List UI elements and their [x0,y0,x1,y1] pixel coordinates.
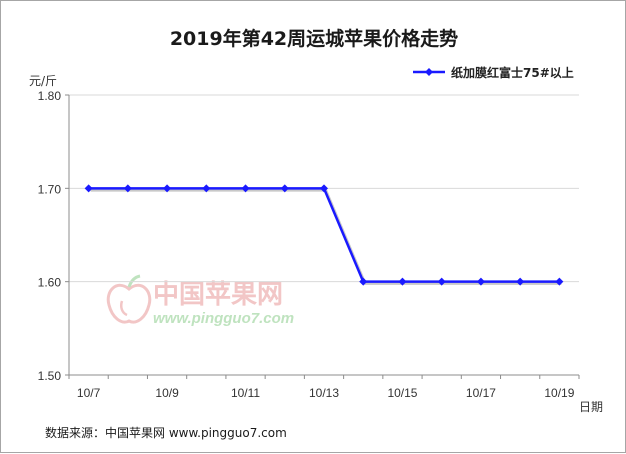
x-tick-label: 10/7 [77,386,101,400]
data-point-marker [555,277,564,286]
data-point-marker [398,277,407,286]
y-tick-label: 1.60 [38,276,62,290]
data-point-marker [123,184,132,193]
chart-title: 2019年第42周运城苹果价格走势 [170,27,458,50]
x-tick-label: 10/13 [309,386,339,400]
watermark-url: www.pingguo7.com [153,310,294,327]
watermark-name: 中国苹果网 [153,280,283,310]
data-point-marker [84,184,93,193]
y-tick-label: 1.80 [38,89,62,103]
series-line-shadow [90,189,562,285]
x-tick-labels: 10/7 10/9 10/11 10/13 10/15 10/17 10/19 [77,386,575,400]
data-point-marker [359,277,368,286]
x-tick-label: 10/17 [466,386,496,400]
x-tick-label: 10/19 [544,386,574,400]
axes [65,94,580,379]
legend-label: 纸加膜红富士75#以上 [451,65,574,80]
data-point-marker [320,184,328,193]
watermark: 中国苹果网 www.pingguo7.com [106,274,294,327]
apple-logo-icon [106,274,152,324]
legend-diamond-marker [425,68,433,76]
data-point-marker [202,184,211,193]
y-tick-labels: 1.50 1.60 1.70 1.80 [38,89,62,383]
data-point-marker [280,184,289,193]
y-tick-label: 1.50 [38,369,62,383]
x-tick-label: 10/11 [231,386,260,400]
series-line [88,187,560,283]
legend: 纸加膜红富士75#以上 [413,65,574,80]
x-tick-label: 10/9 [155,386,179,400]
data-point-marker [241,184,250,193]
x-axis-label: 日期 [579,400,603,414]
data-point-marker [437,277,446,286]
y-tick-label: 1.70 [38,182,62,196]
x-tick-label: 10/15 [387,386,417,400]
data-point-marker [516,277,525,286]
data-point-marker [163,184,172,193]
data-source: 数据来源：中国苹果网 www.pingguo7.com [45,425,287,440]
data-point-marker [476,277,485,286]
series-price-line [84,184,564,286]
y-axis-unit-label: 元/斤 [29,74,57,88]
